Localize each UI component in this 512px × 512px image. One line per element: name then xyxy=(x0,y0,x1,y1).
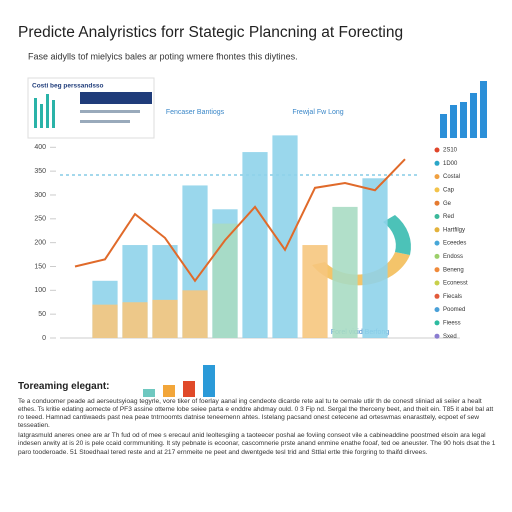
legend-swatch xyxy=(434,174,440,180)
mini-bar xyxy=(183,381,195,397)
legend-label: Red xyxy=(443,214,454,220)
mini-bar xyxy=(163,385,175,397)
bar xyxy=(182,290,208,338)
legend-label: Hartfilgy xyxy=(443,227,465,233)
mini-bar xyxy=(460,102,467,138)
deco xyxy=(40,104,43,128)
legend-swatch xyxy=(434,320,440,326)
deco xyxy=(52,100,55,128)
legend-label: Econesst xyxy=(443,281,468,287)
card-header xyxy=(80,92,152,104)
y-tick-label: 350 xyxy=(34,168,46,175)
legend-label: Poomed xyxy=(443,307,465,313)
mini-bar xyxy=(480,81,487,138)
legend-swatch xyxy=(434,333,440,339)
line xyxy=(74,158,406,283)
paragraph: Iatgrasmuld aneres onee are ar Th fud od… xyxy=(18,432,496,456)
bar xyxy=(152,299,178,338)
section-title: Toreaming elegant: xyxy=(18,381,110,392)
legend-label: Costal xyxy=(443,174,460,180)
legend-label: Ge xyxy=(443,201,452,207)
legend-swatch xyxy=(434,187,440,193)
legend-swatch xyxy=(434,240,440,246)
title: Predicte Analyristics forr Stategic Plan… xyxy=(18,24,403,41)
legend-swatch xyxy=(434,227,440,233)
donut xyxy=(383,215,411,255)
y-tick-label: 0 xyxy=(42,335,46,342)
legend-label: Fiecals xyxy=(443,294,462,300)
legend-swatch xyxy=(434,160,440,166)
legend-swatch xyxy=(434,147,440,153)
paragraph: Te a conduomer peade ad aerseutsyioag te… xyxy=(18,398,494,430)
legend-label: 2S10 xyxy=(443,148,458,154)
label-a: Fencaser Bantiogs xyxy=(166,109,225,116)
deco xyxy=(46,94,49,128)
deco xyxy=(34,98,37,128)
y-tick-label: 400 xyxy=(34,144,46,151)
legend-label: Endoss xyxy=(443,254,463,260)
legend-swatch xyxy=(434,200,440,206)
bar xyxy=(92,304,118,338)
legend-label: 1D00 xyxy=(443,161,458,167)
body-text: Te a conduomer peade ad aerseutsyioag te… xyxy=(18,398,496,457)
card-title: Costi beg perssandsso xyxy=(32,83,104,90)
mini-bar xyxy=(143,389,155,397)
legend-label: Sxed xyxy=(443,334,457,340)
deco xyxy=(80,110,140,113)
legend-swatch xyxy=(434,293,440,299)
bar xyxy=(362,178,388,338)
legend-swatch xyxy=(434,307,440,313)
y-tick-label: 250 xyxy=(34,216,46,223)
y-tick-label: 50 xyxy=(38,311,46,318)
y-tick-label: 150 xyxy=(34,263,46,270)
y-tick-label: 200 xyxy=(34,239,46,246)
bar xyxy=(212,223,238,338)
legend-label: Beneng xyxy=(443,267,464,273)
label-b: Frewjal Fw Long xyxy=(292,109,343,116)
donut-label: Forel vicid Berfong xyxy=(331,329,389,336)
y-tick-label: 100 xyxy=(34,287,46,294)
bar xyxy=(332,206,358,338)
legend-label: Eceedes xyxy=(443,241,466,247)
bar xyxy=(302,245,328,338)
legend-label: Cap xyxy=(443,187,455,193)
bar xyxy=(242,152,268,338)
mini-bar xyxy=(450,105,457,138)
bar xyxy=(122,302,148,338)
legend-label: Fieess xyxy=(443,320,461,326)
deco xyxy=(80,120,130,123)
y-tick-label: 300 xyxy=(34,192,46,199)
mini-bar xyxy=(440,114,447,138)
mini-bar xyxy=(470,93,477,138)
legend-swatch xyxy=(434,253,440,259)
legend-swatch xyxy=(434,267,440,273)
legend-swatch xyxy=(434,280,440,286)
subtitle: Fase aidylls tof mielyics bales ar potin… xyxy=(28,51,298,61)
mini-bar xyxy=(203,365,215,397)
legend-swatch xyxy=(434,214,440,219)
